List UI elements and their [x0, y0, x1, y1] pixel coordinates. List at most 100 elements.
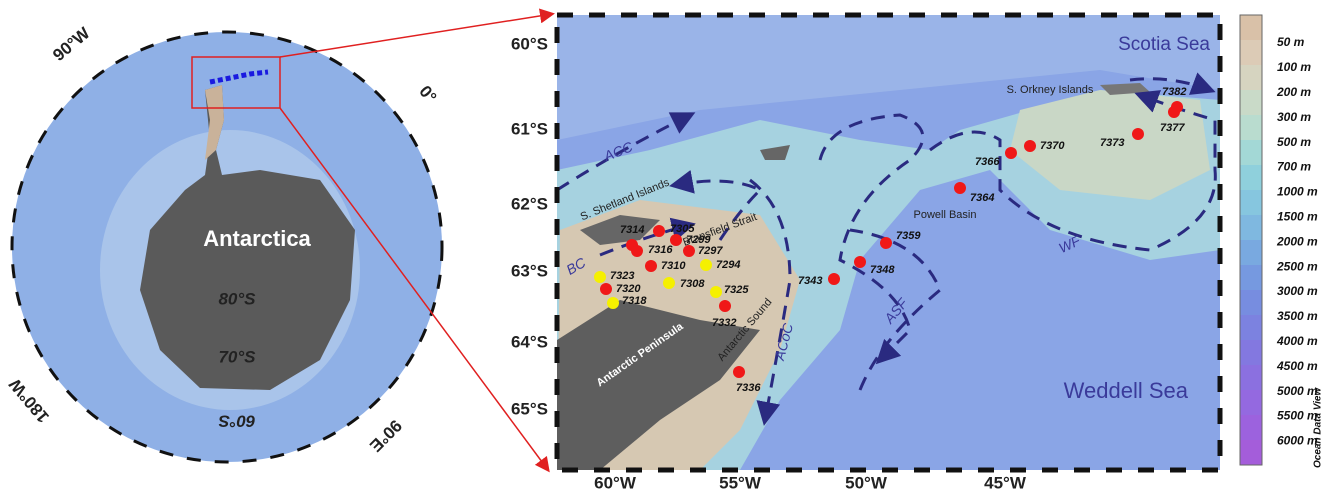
- colorbar-swatch: [1240, 215, 1262, 241]
- colorbar-label: 1500 m: [1277, 209, 1318, 223]
- colorbar-label: 700 m: [1277, 160, 1311, 174]
- colorbar-swatch: [1240, 15, 1262, 41]
- station-label: 7320: [616, 283, 641, 295]
- credit: Ocean Data View: [1313, 387, 1324, 468]
- station-dot: [710, 286, 722, 298]
- station-dot: [607, 297, 619, 309]
- lat-label: 63°S: [511, 261, 548, 280]
- station-dot: [594, 271, 606, 283]
- lon-label: 90°W: [49, 23, 94, 65]
- feature-label: Powell Basin: [914, 209, 977, 221]
- colorbar-swatch: [1240, 340, 1262, 366]
- colorbar-swatch: [1240, 240, 1262, 266]
- colorbar-label: 500 m: [1277, 135, 1311, 149]
- colorbar-label: 2500 m: [1276, 259, 1318, 273]
- colorbar-label: 100 m: [1277, 60, 1311, 74]
- station-dot: [670, 234, 682, 246]
- colorbar-swatch: [1240, 415, 1262, 441]
- station-label: 7314: [620, 224, 644, 236]
- station-label: 7373: [1100, 137, 1124, 149]
- station-label: 7325: [724, 284, 749, 296]
- lat-label: 60°S: [218, 412, 256, 431]
- station-label: 7323: [610, 270, 634, 282]
- colorbar-label: 3500 m: [1277, 309, 1318, 323]
- station-dot: [1171, 101, 1183, 113]
- lat-label: 70°S: [218, 347, 256, 366]
- lat-label: 61°S: [511, 119, 548, 138]
- station-label: 7377: [1160, 122, 1185, 134]
- colorbar-label: 1000 m: [1277, 185, 1318, 199]
- lon-label: 45°W: [984, 473, 1027, 492]
- station-label: 7364: [970, 192, 994, 204]
- station-label: 7359: [896, 230, 921, 242]
- colorbar-swatch: [1240, 290, 1262, 316]
- colorbar-label: 4500 m: [1276, 359, 1318, 373]
- station-dot: [854, 256, 866, 268]
- colorbar-swatch: [1240, 365, 1262, 391]
- station-dot: [645, 260, 657, 272]
- station-dot: [719, 300, 731, 312]
- lat-label: 80°S: [218, 289, 256, 308]
- station-dot: [733, 366, 745, 378]
- station-dot: [663, 277, 675, 289]
- station-label: 7318: [622, 295, 647, 307]
- station-label: 7294: [716, 259, 740, 271]
- colorbar-swatch: [1240, 65, 1262, 91]
- lat-label: 60°S: [511, 34, 548, 53]
- colorbar-label: 4000 m: [1276, 334, 1318, 348]
- station-dot: [1132, 128, 1144, 140]
- colorbar: 50 m 100 m 200 m 300 m 500 m 700 m 1000 m 1500 …: [1240, 15, 1324, 468]
- station-label: 7336: [736, 382, 761, 394]
- station-label: 7308: [680, 278, 705, 290]
- colorbar-label: 2000 m: [1276, 234, 1318, 248]
- sea-label: Weddell Sea: [1064, 378, 1189, 403]
- lat-label: 64°S: [511, 332, 548, 351]
- station-label: 7382: [1162, 86, 1186, 98]
- lat-label: 62°S: [511, 194, 548, 213]
- station-dot: [1024, 140, 1036, 152]
- station-dot: [600, 283, 612, 295]
- station-dot: [700, 259, 712, 271]
- station-dot: [954, 182, 966, 194]
- figure: Antarctica 90°W 0° 180°W 90°E 80°S 70°S …: [0, 0, 1325, 495]
- station-dot: [880, 237, 892, 249]
- overview-map: Antarctica 90°W 0° 180°W 90°E 80°S 70°S …: [5, 14, 552, 470]
- colorbar-label: 50 m: [1277, 35, 1305, 49]
- station-label: 7297: [698, 245, 723, 257]
- colorbar-swatch: [1240, 265, 1262, 291]
- colorbar-swatch: [1240, 315, 1262, 341]
- station-dot: [828, 273, 840, 285]
- colorbar-swatch: [1240, 40, 1262, 66]
- lon-label: 50°W: [845, 473, 888, 492]
- sea-label: Scotia Sea: [1118, 34, 1210, 55]
- station-label: 7316: [648, 244, 673, 256]
- colorbar-swatch: [1240, 90, 1262, 116]
- colorbar-label: 3000 m: [1277, 284, 1318, 298]
- station-label: 7370: [1040, 140, 1065, 152]
- lon-label: 0°: [415, 82, 440, 107]
- lat-label: 65°S: [511, 399, 548, 418]
- colorbar-label: 200 m: [1276, 85, 1311, 99]
- colorbar-label: 300 m: [1277, 110, 1311, 124]
- colorbar-swatch: [1240, 190, 1262, 216]
- lon-label: 60°W: [594, 473, 637, 492]
- colorbar-swatch: [1240, 440, 1262, 466]
- station-label: 7348: [870, 264, 895, 276]
- station-label: 7343: [798, 275, 822, 287]
- lon-label: 180°W: [5, 374, 53, 426]
- colorbar-swatch: [1240, 165, 1262, 191]
- lon-label: 90°E: [366, 416, 406, 456]
- station-dot: [631, 245, 643, 257]
- station-dot: [653, 225, 665, 237]
- feature-label: S. Orkney Islands: [1007, 84, 1094, 96]
- continent-label: Antarctica: [203, 226, 311, 251]
- station-label: 7332: [712, 317, 736, 329]
- colorbar-swatch: [1240, 115, 1262, 141]
- station-label: 7310: [661, 260, 686, 272]
- colorbar-swatch: [1240, 140, 1262, 166]
- lon-label: 55°W: [719, 473, 762, 492]
- colorbar-swatch: [1240, 390, 1262, 416]
- station-label: 7366: [975, 156, 1000, 168]
- station-dot: [1005, 147, 1017, 159]
